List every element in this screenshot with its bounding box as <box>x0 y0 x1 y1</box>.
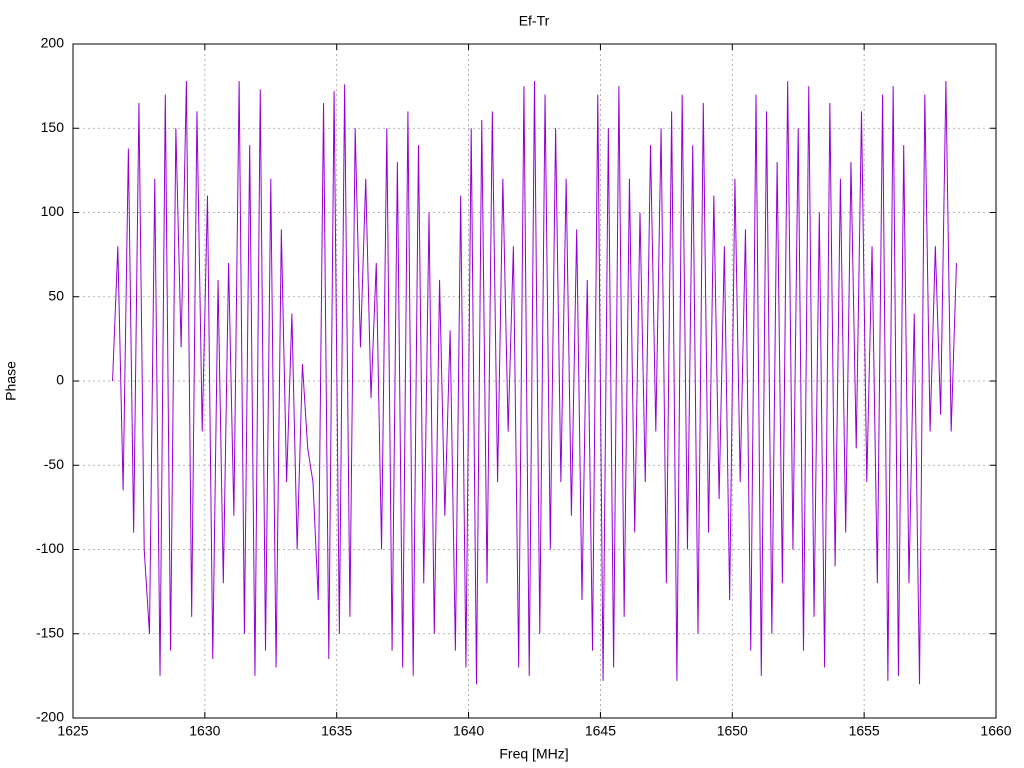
x-tick-label: 1640 <box>453 723 484 739</box>
x-tick-label: 1625 <box>57 723 88 739</box>
data-line <box>112 81 957 685</box>
x-tick-label: 1650 <box>717 723 748 739</box>
x-tick-label: 1645 <box>585 723 616 739</box>
y-tick-label: -200 <box>36 709 64 725</box>
x-axis-label: Freq [MHz] <box>499 746 568 762</box>
x-tick-label: 1630 <box>189 723 220 739</box>
y-tick-label: 50 <box>48 287 64 303</box>
x-tick-label: 1655 <box>849 723 880 739</box>
x-tick-label: 1660 <box>980 723 1011 739</box>
y-tick-label: 150 <box>41 119 65 135</box>
y-tick-label: -150 <box>36 624 64 640</box>
y-tick-label: 100 <box>41 203 65 219</box>
y-tick-label: -100 <box>36 540 64 556</box>
y-tick-label: 200 <box>41 35 65 51</box>
y-tick-label: -50 <box>44 456 64 472</box>
y-tick-label: 0 <box>56 372 64 388</box>
plot-border <box>72 43 997 719</box>
x-tick-label: 1635 <box>321 723 352 739</box>
y-axis-label: Phase <box>3 361 19 401</box>
chart-title: Ef-Tr <box>519 13 550 29</box>
